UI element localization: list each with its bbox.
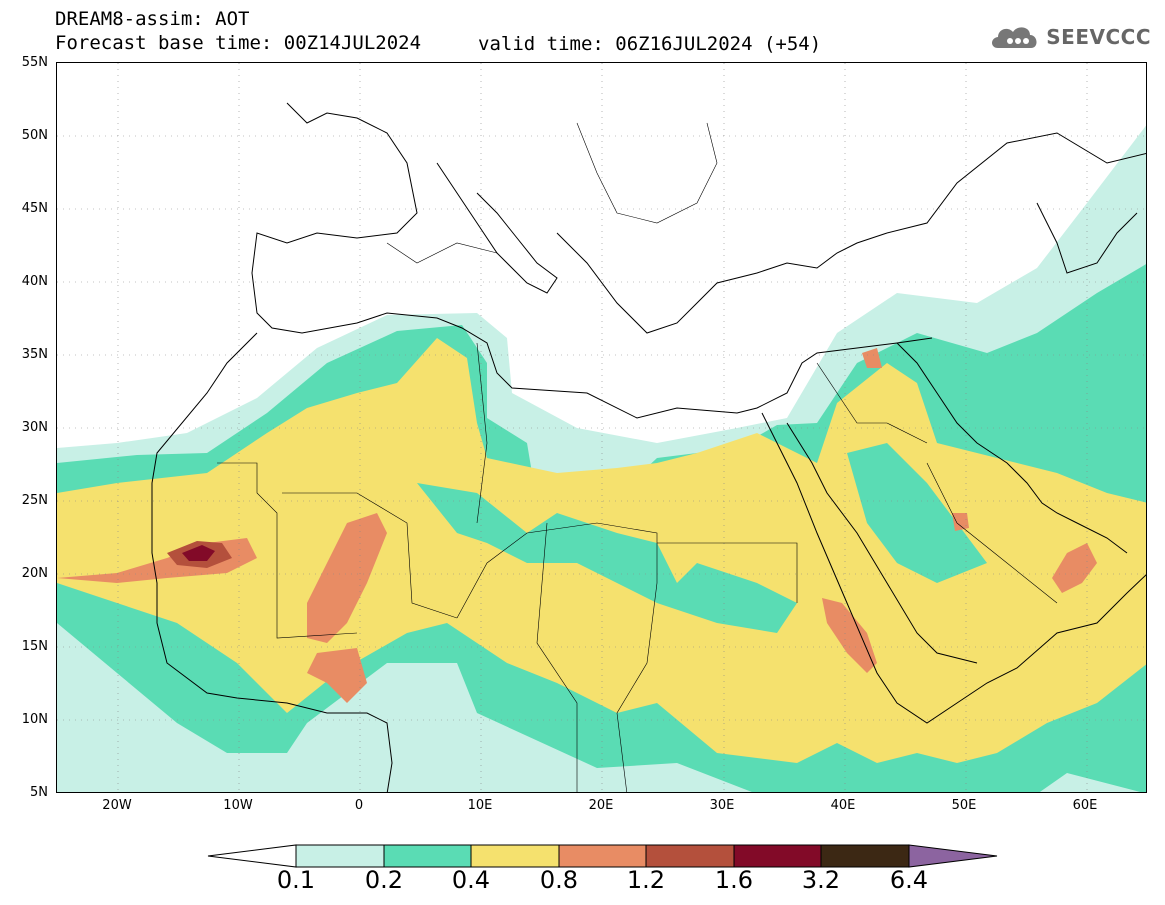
aot-band-0.8-oman <box>1052 543 1097 593</box>
colorbar-label: 6.4 <box>889 866 929 894</box>
lat-label: 45N <box>21 201 48 216</box>
lat-label: 35N <box>21 347 48 362</box>
colorbar-label: 1.6 <box>714 866 754 894</box>
colorbar-segment <box>470 844 560 868</box>
colorbar-segment <box>383 844 472 868</box>
cloud-icon <box>992 27 1037 48</box>
aot-band-0.8-iraq <box>862 348 882 368</box>
aot-band-0.8-redsea <box>822 598 877 673</box>
lon-label: 20W <box>102 798 132 813</box>
borders <box>217 122 1058 792</box>
colorbar-label: 0.4 <box>451 866 491 894</box>
lon-label: 10E <box>467 798 493 813</box>
colorbar-label: 1.2 <box>626 866 666 894</box>
aot-band-0.2-inner <box>417 483 797 633</box>
colorbar-label: 0.2 <box>364 866 404 894</box>
lon-label: 40E <box>830 798 856 813</box>
lon-label: 20E <box>588 798 614 813</box>
lat-label: 40N <box>21 274 48 289</box>
colorbar-segment <box>295 844 385 868</box>
valid-time: valid time: 06Z16JUL2024 (+54) <box>478 33 822 55</box>
coastlines <box>151 102 1146 792</box>
lat-label: 5N <box>30 785 48 800</box>
aot-field <box>57 125 1146 792</box>
lon-label: 30E <box>709 798 735 813</box>
aot-band-0.8-niger <box>307 648 367 703</box>
colorbar-over-triangle <box>908 844 998 868</box>
colorbar-under-triangle <box>207 844 297 868</box>
colorbar-segment <box>558 844 647 868</box>
aot-band-0.8-mali <box>307 513 387 643</box>
colorbar-label: 3.2 <box>801 866 841 894</box>
aot-map <box>56 62 1147 793</box>
colorbar-segment <box>733 844 822 868</box>
colorbar-label: 0.1 <box>276 866 316 894</box>
seevccc-logo: SEEVCCC <box>988 22 1151 52</box>
lat-label: 25N <box>21 493 48 508</box>
forecast-base-time: Forecast base time: 00Z14JUL2024 <box>55 32 422 54</box>
lat-label: 30N <box>21 420 48 435</box>
lat-label: 10N <box>21 712 48 727</box>
logo-text: SEEVCCC <box>1046 25 1151 49</box>
lon-label: 60E <box>1072 798 1098 813</box>
aot-band-0.2-arabia <box>847 443 987 583</box>
map-title: DREAM8-assim: AOT <box>55 8 250 30</box>
lat-label: 55N <box>21 55 48 70</box>
lat-label: 50N <box>21 128 48 143</box>
colorbar-segment <box>645 844 735 868</box>
aot-band-0.8-yemen <box>952 513 969 531</box>
lon-label: 50E <box>951 798 977 813</box>
colorbar-label: 0.8 <box>539 866 579 894</box>
lon-label: 0 <box>354 798 364 813</box>
colorbar-segment <box>820 844 910 868</box>
map-canvas <box>57 63 1146 792</box>
lat-label: 15N <box>21 639 48 654</box>
lat-label: 20N <box>21 566 48 581</box>
aot-band-1.6 <box>182 545 215 561</box>
lon-label: 10W <box>223 798 253 813</box>
